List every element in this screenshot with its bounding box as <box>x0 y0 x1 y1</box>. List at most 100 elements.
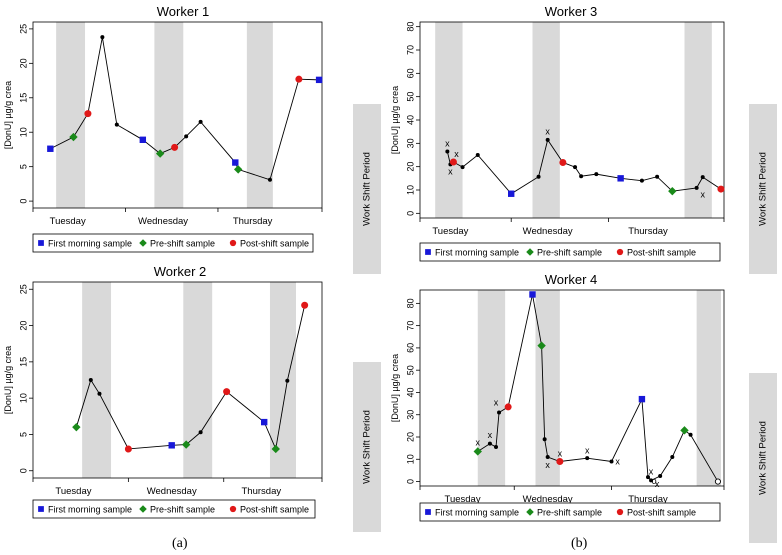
plot-frame <box>419 289 725 487</box>
data-point-unflagged <box>97 391 102 396</box>
y-tick-label: 10 <box>405 185 415 195</box>
y-tick-label: 20 <box>405 432 415 442</box>
data-point-unflagged <box>542 437 547 442</box>
data-point-unflagged <box>114 122 119 127</box>
data-point-pre <box>680 426 689 435</box>
legend-marker-first <box>38 506 44 512</box>
shift-period-band <box>696 290 721 486</box>
data-point-pre <box>473 447 482 456</box>
chart-title: Worker 1 <box>157 4 210 19</box>
y-tick-label: 20 <box>405 162 415 172</box>
shift-period-band <box>477 290 506 486</box>
legend-label-first: First morning sample <box>48 505 132 515</box>
data-point-unflagged <box>445 149 450 154</box>
data-point-first <box>139 136 147 143</box>
y-tick-label: 50 <box>405 365 415 375</box>
legend-label-post: Post-shift sample <box>240 505 309 515</box>
data-point-first <box>261 418 268 426</box>
worker1-chart: Worker 1 0 5 10 15 20 25 [DonU] µg/g crea Tuesda… <box>3 4 381 274</box>
shift-period-band <box>154 22 184 208</box>
data-point-unflagged <box>655 174 660 179</box>
x-flag-mark: x <box>476 438 481 448</box>
worker4-chart: Worker 4 0 10 20 30 40 50 60 70 80 [DonU] µg/g cre… <box>390 272 777 543</box>
data-point-post <box>223 388 231 396</box>
data-point-unflagged <box>475 153 480 157</box>
data-point-unflagged <box>670 455 675 460</box>
data-point-post <box>301 301 309 309</box>
data-point-post <box>449 158 457 166</box>
plot-frame <box>32 281 323 479</box>
data-point-unflagged <box>487 441 492 446</box>
y-tick-label: 80 <box>405 298 415 308</box>
y-axis-label: [DonU] µg/g crea <box>3 346 13 414</box>
work-shift-legend-label: Work Shift Period <box>362 152 373 226</box>
data-point-post <box>559 158 567 166</box>
panel-label-a: (a) <box>172 536 188 551</box>
data-point-unflagged <box>100 35 105 40</box>
legend-label-first: First morning sample <box>48 239 132 249</box>
data-point-unflagged <box>497 410 502 415</box>
data-point-unflagged <box>267 177 272 182</box>
work-shift-legend-box <box>749 373 777 543</box>
legend-box <box>32 233 314 253</box>
chart-title: Worker 3 <box>545 4 598 19</box>
data-point-unflagged <box>609 459 614 464</box>
y-tick-label: 10 <box>18 127 28 137</box>
legend-label-pre: Pre-shift sample <box>537 248 602 258</box>
data-point-first <box>315 76 323 84</box>
chart-title: Worker 2 <box>154 264 207 279</box>
x-flag-mark: x <box>585 445 590 455</box>
y-tick-label: 25 <box>18 284 28 294</box>
data-point-unflagged <box>649 478 654 483</box>
y-tick-label: 0 <box>18 468 28 473</box>
data-point-pre <box>668 186 677 196</box>
x-day-label: Wednesday <box>523 494 573 505</box>
y-tick-label: 10 <box>405 454 415 464</box>
x-day-label: Wednesday <box>147 486 197 497</box>
x-flag-mark: x <box>454 149 459 159</box>
x-day-label: Tuesday <box>50 216 86 227</box>
x-day-label: Tuesday <box>55 486 91 497</box>
y-tick-label: 40 <box>405 115 415 125</box>
y-tick-label: 5 <box>18 164 28 169</box>
data-point-unflagged <box>184 134 189 139</box>
x-day-label: Tuesday <box>432 226 468 237</box>
x-flag-mark: x <box>545 460 550 470</box>
y-tick-label: 0 <box>18 199 28 204</box>
x-flag-mark: x <box>545 127 550 137</box>
plot-frame <box>419 21 725 219</box>
legend-label-pre: Pre-shift sample <box>150 505 215 515</box>
data-point-unflagged <box>536 174 541 179</box>
data-point-unflagged <box>494 445 498 450</box>
legend-label-post: Post-shift sample <box>627 248 696 258</box>
y-tick-label: 80 <box>405 22 415 32</box>
shift-period-band <box>435 22 463 218</box>
data-point-unflagged <box>579 174 584 179</box>
o-flag-mark: o <box>652 476 657 486</box>
work-shift-legend-label: Work Shift Period <box>758 421 769 495</box>
data-point-unflagged <box>639 178 644 183</box>
legend-marker-pre <box>139 505 147 513</box>
shift-period-band <box>535 290 560 486</box>
data-point-post <box>504 403 512 411</box>
legend-marker-post <box>616 508 624 516</box>
worker2-chart: Worker 2 0 5 10 15 20 25 [DonU] µg/g crea Tuesda… <box>3 264 381 532</box>
data-point-pre <box>69 132 78 142</box>
y-tick-label: 30 <box>405 138 415 148</box>
x-day-label: Wednesday <box>138 216 188 227</box>
plot-frame <box>32 21 323 209</box>
legend-label-first: First morning sample <box>435 248 519 258</box>
shift-period-band <box>532 22 560 218</box>
shift-period-band <box>82 282 112 478</box>
work-shift-legend-label: Work Shift Period <box>362 410 373 484</box>
x-flag-mark: x <box>655 479 660 489</box>
y-tick-label: 70 <box>405 45 415 55</box>
x-day-label: Thursday <box>628 494 668 505</box>
data-point-pre <box>233 165 243 174</box>
work-shift-legend-box <box>353 104 381 274</box>
legend-box <box>419 242 721 262</box>
x-flag-mark: x <box>649 467 654 477</box>
data-point-open <box>714 478 721 485</box>
legend-label-pre: Pre-shift sample <box>150 239 215 249</box>
